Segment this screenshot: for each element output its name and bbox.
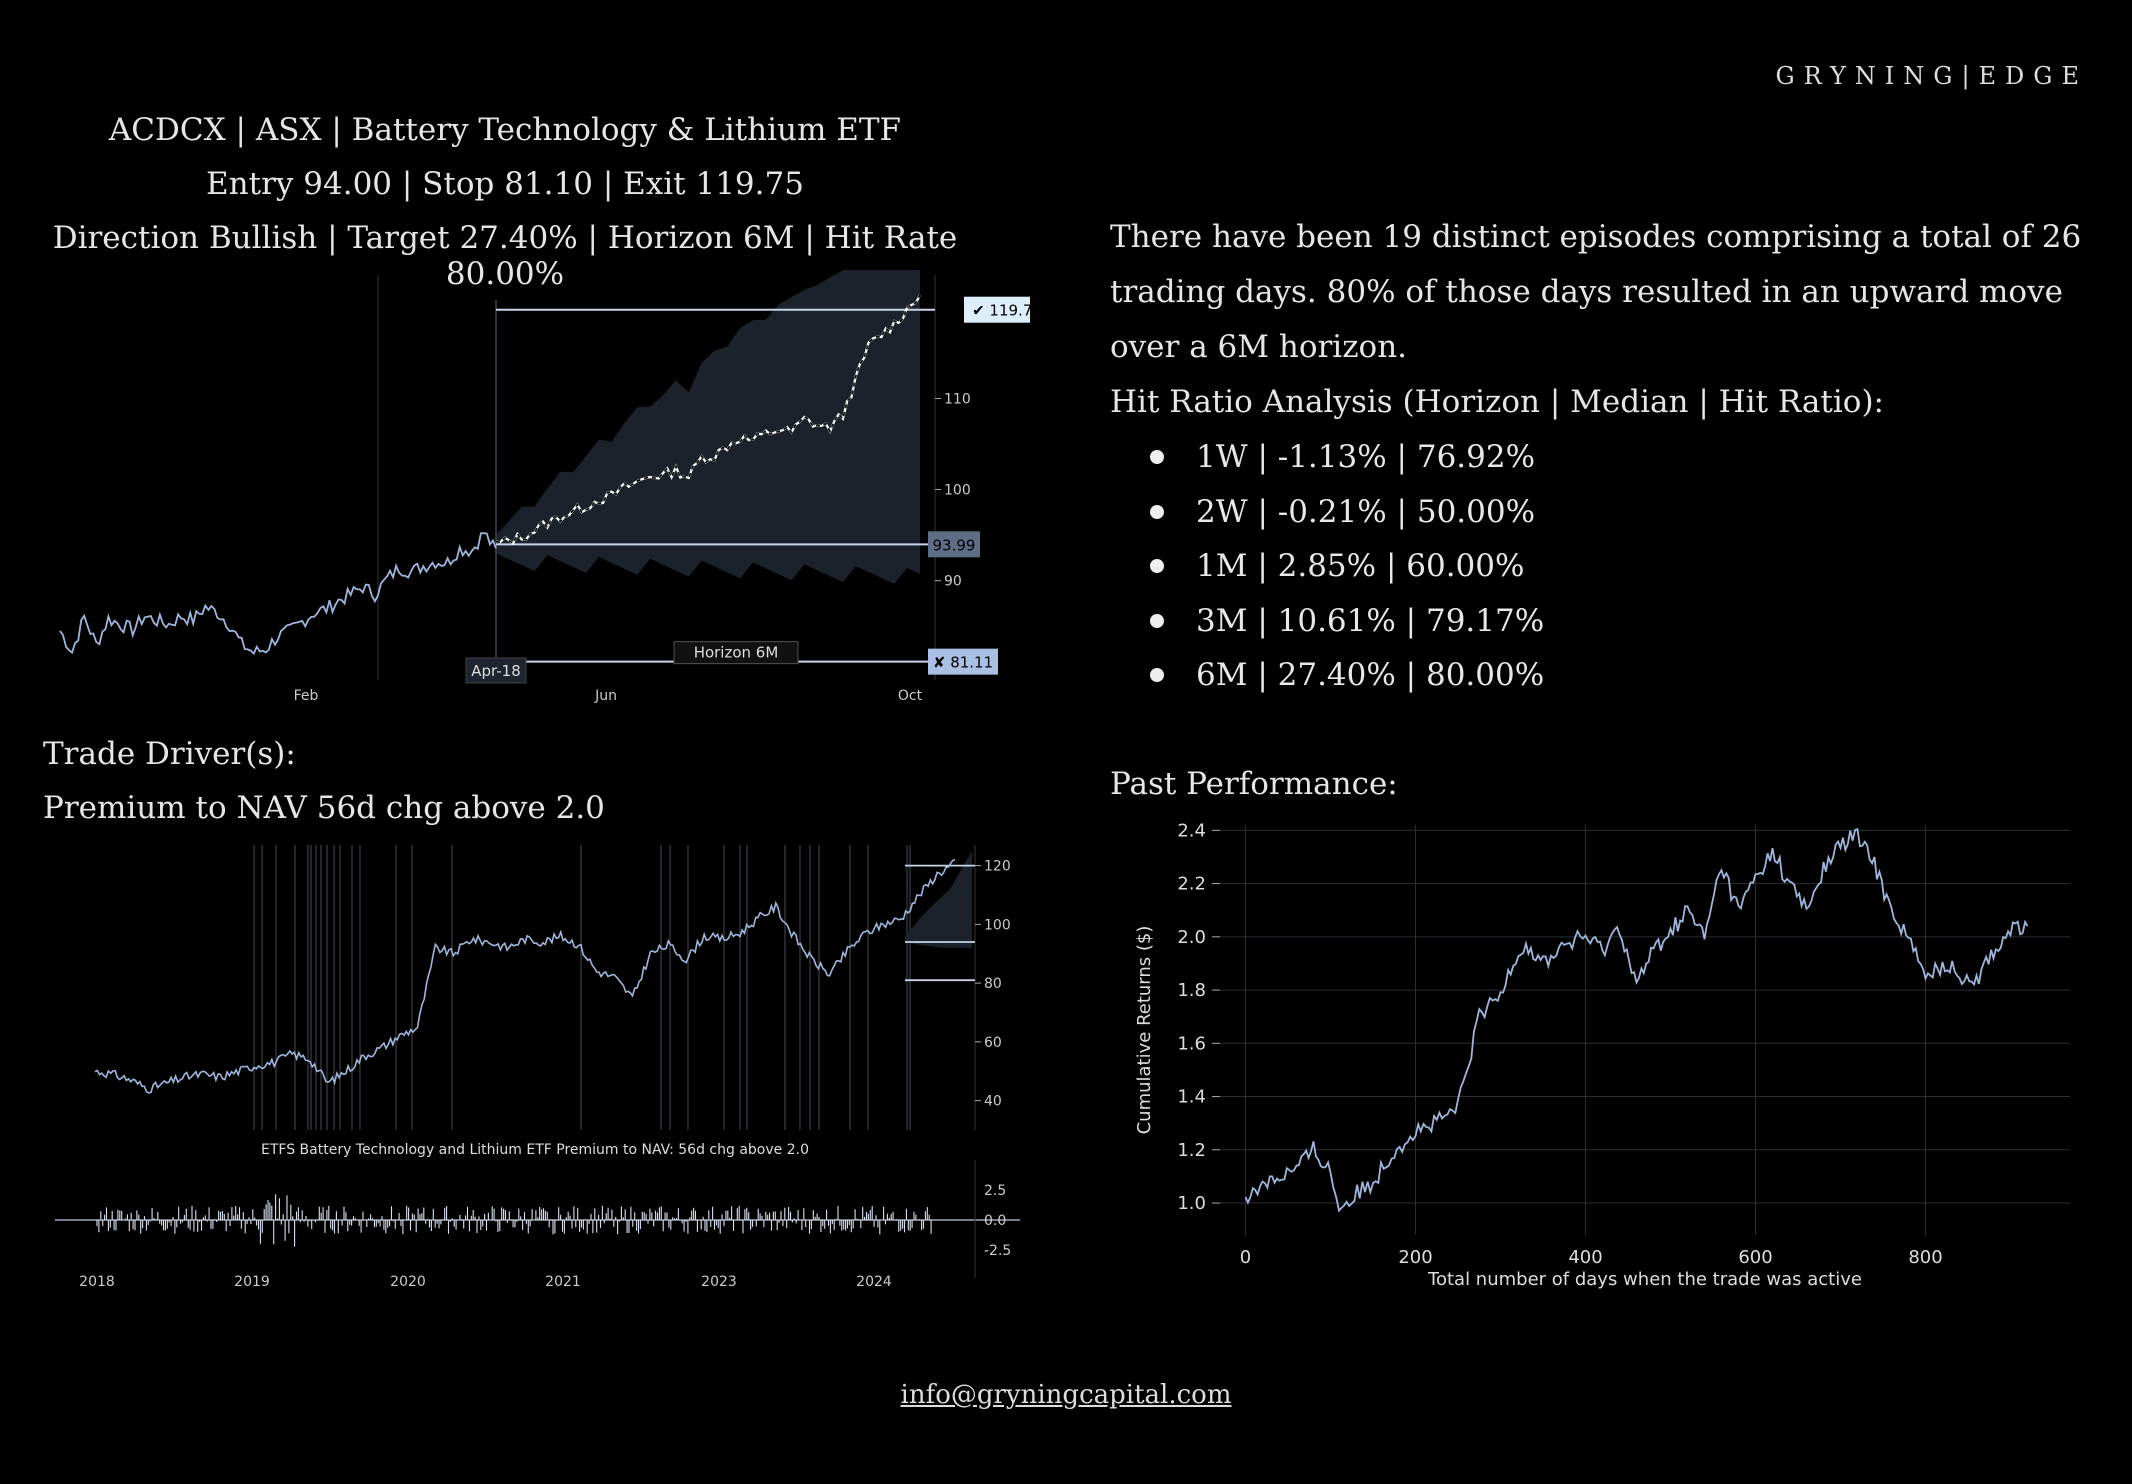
y-tick-label: 2.2 xyxy=(1177,874,1206,895)
y-tick-label: 1.6 xyxy=(1177,1033,1206,1054)
hit-ratio-list: 1W | -1.13% | 76.92% 2W | -0.21% | 50.00… xyxy=(1150,430,1544,703)
trade-projection-chart: 90 100 110 Feb Jun Oct ✔ 119.74 93.99 ✘ 81.11 Hor… xyxy=(59,270,1030,704)
x-tick-label: 200 xyxy=(1398,1247,1432,1268)
y-tick-label: 40 xyxy=(984,1094,1002,1110)
y-tick-label: 1.8 xyxy=(1177,980,1206,1001)
past-performance-title: Past Performance: xyxy=(1110,766,1398,802)
price-history-chart: 40 60 80 100 120 ETFS Battery Technology and … xyxy=(55,845,1020,1290)
x-tick-label: 400 xyxy=(1568,1247,1602,1268)
trade-driver-title: Trade Driver(s): xyxy=(43,736,296,772)
x-axis-label: Total number of days when the trade was … xyxy=(1427,1269,1862,1290)
list-item: 1M | 2.85% | 60.00% xyxy=(1150,539,1544,594)
y-tick-label: 120 xyxy=(984,859,1011,875)
list-item: 6M | 27.40% | 80.00% xyxy=(1150,648,1544,703)
y-tick-label: 60 xyxy=(984,1035,1002,1051)
bullet-icon xyxy=(1150,504,1164,519)
forecast-range-band xyxy=(905,850,972,948)
hit-ratio-row: 1W | -1.13% | 76.92% xyxy=(1196,439,1536,476)
hit-ratio-title: Hit Ratio Analysis (Horizon | Median | H… xyxy=(1110,384,1884,420)
price-history-line xyxy=(59,532,497,656)
signal-title: ETFS Battery Technology and Lithium ETF … xyxy=(261,1142,809,1158)
trade-driver-text: Premium to NAV 56d chg above 2.0 xyxy=(43,790,605,826)
horizon-label: Horizon 6M xyxy=(694,644,779,662)
hit-ratio-row: 6M | 27.40% | 80.00% xyxy=(1196,657,1545,694)
y-tick-label: 2.5 xyxy=(984,1183,1006,1199)
contact-email-link[interactable]: info@gryningcapital.com xyxy=(900,1380,1232,1410)
start-date-box xyxy=(465,657,527,684)
episode-summary: There have been 19 distinct episodes com… xyxy=(1110,219,2082,365)
x-tick-label: 600 xyxy=(1738,1247,1772,1268)
exit-level-label: ✔ 119.74 xyxy=(972,302,1030,320)
x-tick-label: 2019 xyxy=(234,1274,270,1290)
x-tick-label: 0 xyxy=(1240,1247,1251,1268)
hit-ratio-row: 1M | 2.85% | 60.00% xyxy=(1196,548,1525,585)
trade-stats: Direction Bullish | Target 27.40% | Hori… xyxy=(52,220,958,292)
trade-levels: Entry 94.00 | Stop 81.10 | Exit 119.75 xyxy=(206,166,804,202)
list-item: 2W | -0.21% | 50.00% xyxy=(1150,485,1544,540)
projection-dash-overlay xyxy=(495,294,921,545)
list-item: 3M | 10.61% | 79.17% xyxy=(1150,594,1544,649)
signal-bars xyxy=(96,1194,932,1247)
stop-label-box xyxy=(928,648,998,675)
y-tick-label: 2.0 xyxy=(1177,927,1206,948)
horizon-label-box xyxy=(673,641,799,665)
bullet-icon xyxy=(1150,559,1164,574)
x-tick-label: 2020 xyxy=(390,1274,426,1290)
y-tick-label: 90 xyxy=(944,574,962,590)
bullet-icon xyxy=(1150,450,1164,465)
x-tick-label: 2023 xyxy=(701,1274,737,1290)
y-axis-label: Cumulative Returns ($) xyxy=(1134,926,1155,1135)
x-tick-label: 2024 xyxy=(856,1274,892,1290)
list-item: 1W | -1.13% | 76.92% xyxy=(1150,430,1544,485)
y-tick-label: 1.2 xyxy=(1177,1140,1206,1161)
cumulative-returns-chart: 1.0 1.2 1.4 1.6 1.8 2.0 2.2 2.4 0 200 400 600 800 Tot… xyxy=(1134,820,2070,1290)
x-tick-label: Jun xyxy=(594,688,617,704)
exit-label-box xyxy=(964,296,1030,323)
stop-level-label: ✘ 81.11 xyxy=(933,654,993,672)
x-tick-label: Feb xyxy=(294,688,319,704)
y-tick-label: 1.4 xyxy=(1177,1087,1206,1108)
x-tick-label: Oct xyxy=(898,688,923,704)
hit-ratio-row: 2W | -0.21% | 50.00% xyxy=(1196,493,1536,530)
y-tick-label: -2.5 xyxy=(984,1243,1011,1259)
x-tick-label: 800 xyxy=(1908,1247,1942,1268)
ticker-title: ACDCX | ASX | Battery Technology & Lithi… xyxy=(108,112,902,148)
y-tick-label: 0.0 xyxy=(984,1213,1006,1229)
brand-logo: GRYNING|EDGE xyxy=(1775,62,2088,90)
hit-ratio-row: 3M | 10.61% | 79.17% xyxy=(1196,602,1545,639)
start-date-label: Apr-18 xyxy=(471,662,521,680)
entry-label-box xyxy=(928,531,980,558)
y-tick-label: 110 xyxy=(944,391,971,407)
y-tick-label: 100 xyxy=(984,917,1011,933)
price-line xyxy=(94,859,956,1094)
entry-level-label: 93.99 xyxy=(933,536,976,554)
y-tick-label: 100 xyxy=(944,483,971,499)
forecast-range-band xyxy=(496,270,920,584)
y-tick-label: 1.0 xyxy=(1177,1193,1206,1214)
y-tick-label: 80 xyxy=(984,976,1002,992)
y-tick-label: 2.4 xyxy=(1177,820,1206,841)
bullet-icon xyxy=(1150,668,1164,683)
x-tick-label: 2021 xyxy=(545,1274,581,1290)
bullet-icon xyxy=(1150,613,1164,628)
x-tick-label: 2018 xyxy=(79,1274,115,1290)
cumulative-returns-line xyxy=(1244,828,2029,1213)
